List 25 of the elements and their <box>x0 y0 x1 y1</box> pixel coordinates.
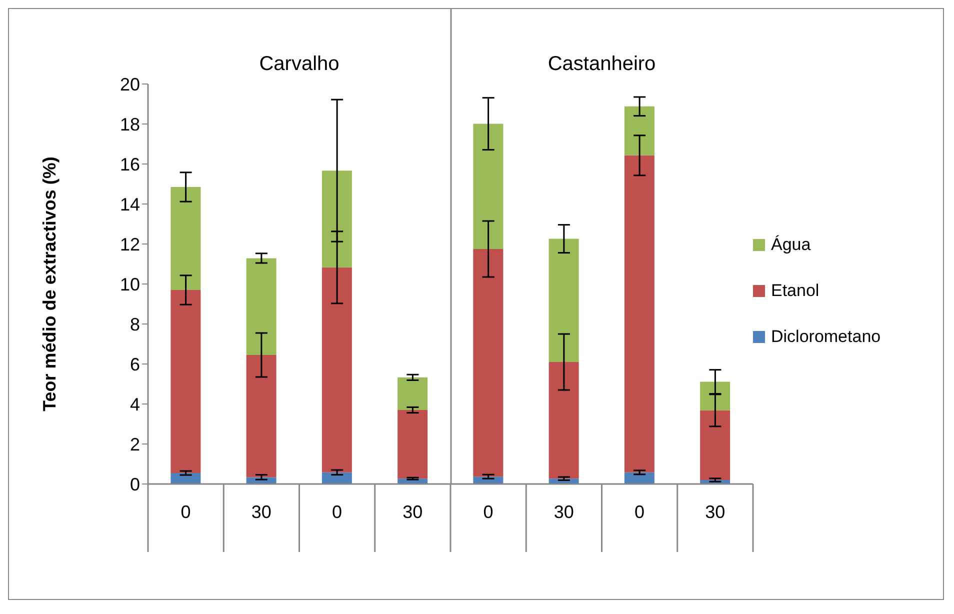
text: Castanheiro <box>546 53 657 76</box>
y-tick-label: 16 <box>120 154 140 174</box>
x-tick-label: 0 <box>634 502 645 522</box>
x-tick-label: 0 <box>483 502 494 522</box>
legend-label: Diclorometano <box>771 327 881 347</box>
y-tick-label: 14 <box>120 194 140 214</box>
x-tick-label: 30 <box>402 502 423 522</box>
text: Carvalho <box>258 53 340 76</box>
y-axis-title: Teor médio de extractivos (%) <box>39 156 60 412</box>
x-tick-label: 30 <box>705 502 726 522</box>
legend-label: Água <box>771 235 811 255</box>
y-tick-label: 10 <box>120 274 140 294</box>
y-tick-label: 2 <box>130 434 140 454</box>
x-tick-label: 0 <box>332 502 342 522</box>
y-tick-label: 18 <box>120 114 140 134</box>
x-tick-label: 30 <box>554 502 574 522</box>
y-tick-label: 6 <box>130 354 140 374</box>
legend-label: Etanol <box>771 281 820 301</box>
y-tick-label: 8 <box>130 314 140 334</box>
y-tick-label: 20 <box>120 74 140 94</box>
y-tick-label: 12 <box>120 234 140 254</box>
x-tick-label: 30 <box>251 502 272 522</box>
y-tick-label: 4 <box>130 394 140 414</box>
x-tick-label: 0 <box>180 502 191 522</box>
y-tick-label: 0 <box>130 474 140 494</box>
